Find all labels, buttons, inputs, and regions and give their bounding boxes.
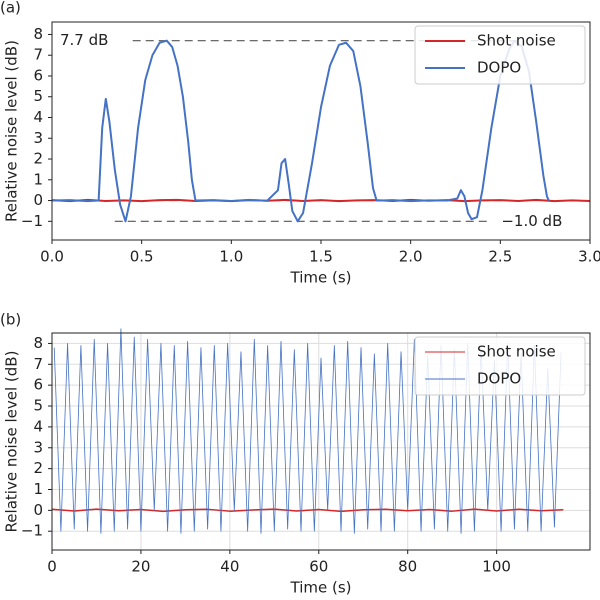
series-line	[51, 198, 591, 203]
y-tick-label: 8	[33, 25, 43, 43]
y-tick-label: 1	[33, 170, 43, 188]
legend-label: Shot noise	[477, 32, 556, 50]
axes-frame	[51, 332, 591, 551]
y-tick-label: 6	[33, 376, 43, 394]
series-line	[51, 508, 564, 513]
x-axis-label: Time (s)	[290, 579, 352, 597]
y-axis-label: Relative noise level (dB)	[3, 351, 21, 533]
series-line	[51, 39, 550, 223]
axes-frame	[51, 21, 591, 241]
y-tick-label: 0	[33, 501, 43, 519]
x-tick-label: 80	[398, 558, 417, 576]
x-tick-label: 2.5	[488, 248, 512, 266]
x-tick-label: 60	[309, 558, 328, 576]
x-tick-label: 0.5	[130, 248, 154, 266]
x-axis-label: Time (s)	[290, 269, 352, 287]
series-line	[53, 328, 562, 534]
x-tick-label: 20	[131, 558, 150, 576]
panel-label: (a)	[0, 0, 21, 17]
y-tick-label: −1	[21, 212, 43, 230]
x-tick-label: 0	[47, 558, 57, 576]
legend-label: DOPO	[477, 370, 521, 388]
x-tick-label: 3.0	[578, 248, 600, 266]
x-tick-label: 0.0	[40, 248, 64, 266]
x-tick-label: 100	[482, 558, 511, 576]
y-tick-label: 3	[33, 438, 43, 456]
y-tick-label: 0	[33, 191, 43, 209]
x-tick-label: 1.0	[219, 248, 243, 266]
y-tick-label: 8	[33, 334, 43, 352]
reference-label: −1.0 dB	[501, 212, 562, 230]
x-tick-label: 1.5	[309, 248, 333, 266]
legend-label: Shot noise	[477, 343, 556, 361]
x-tick-label: 2.0	[399, 248, 423, 266]
y-tick-label: 2	[33, 150, 43, 168]
y-tick-label: 1	[33, 480, 43, 498]
y-tick-label: 4	[33, 417, 43, 435]
y-tick-label: 5	[33, 87, 43, 105]
panel-label: (b)	[0, 311, 21, 329]
y-tick-label: 7	[33, 46, 43, 64]
y-axis-label: Relative noise level (dB)	[3, 40, 21, 222]
y-tick-label: 3	[33, 129, 43, 147]
y-tick-label: 2	[33, 459, 43, 477]
y-tick-label: 7	[33, 355, 43, 373]
x-tick-label: 40	[220, 558, 239, 576]
reference-label: 7.7 dB	[60, 31, 108, 49]
y-tick-label: 6	[33, 66, 43, 84]
y-tick-label: 4	[33, 108, 43, 126]
y-tick-label: 5	[33, 397, 43, 415]
y-tick-label: −1	[21, 522, 43, 540]
legend-label: DOPO	[477, 59, 521, 77]
